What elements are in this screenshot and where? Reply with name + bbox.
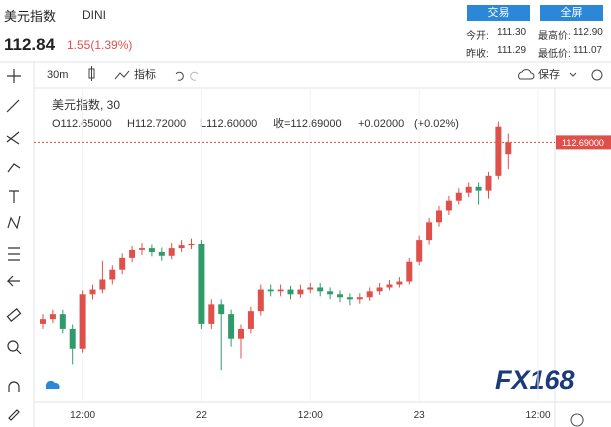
candle-body (337, 294, 343, 298)
candle-body (445, 200, 452, 211)
candle-body (356, 297, 363, 300)
x-tick-label: 12:00 (525, 410, 550, 421)
candle-body (79, 294, 86, 349)
candle-body (465, 186, 472, 193)
candle-body (158, 251, 165, 256)
legend-high: H112.72000 (127, 118, 186, 130)
candle-body (40, 319, 46, 324)
candle-body (228, 314, 235, 339)
candle-body (178, 245, 185, 249)
candle-body (396, 281, 403, 285)
title: 美元指数 (4, 9, 57, 24)
candle-body (346, 297, 353, 300)
save[interactable]: 保存 (538, 67, 560, 81)
legend-change: +0.02000 (358, 118, 404, 130)
candle-body (129, 249, 136, 258)
candle-body (119, 257, 126, 270)
candle-body (287, 289, 294, 295)
candle-body (416, 240, 423, 262)
candle-body (208, 304, 215, 324)
cloud-icon (46, 380, 60, 389)
candle-body (49, 314, 56, 320)
candle-body (495, 126, 502, 176)
sidebar-icons (6, 69, 22, 421)
candle-body (188, 243, 195, 246)
watermark: FX168 (495, 365, 575, 395)
toolbar-icons (88, 66, 603, 81)
candle-body (69, 328, 76, 349)
candle-body (455, 192, 462, 201)
candle-body (406, 261, 413, 282)
candle-body (386, 284, 393, 288)
candle-body (257, 289, 264, 312)
candle-body (376, 287, 383, 292)
candle-body (218, 304, 225, 315)
candle-body (505, 142, 512, 155)
settings-icon (570, 413, 584, 427)
candle-body (99, 279, 106, 290)
symbol: DINI (82, 8, 106, 22)
candle-body (297, 289, 304, 295)
candle-body (139, 248, 145, 250)
candle-body (366, 291, 373, 298)
candle-body (436, 210, 442, 223)
legend-close: 收=112.69000 (273, 116, 342, 130)
legend-low: L112.60000 (200, 118, 257, 130)
candle-body (198, 243, 205, 324)
candle-body (89, 289, 96, 295)
interval[interactable]: 30m (47, 69, 68, 81)
x-tick-label: 12:00 (298, 410, 323, 421)
trade-button[interactable]: 交易 (467, 5, 530, 21)
stat-label: 昨收: (466, 49, 489, 60)
candle-body (426, 222, 433, 241)
legend-name: 美元指数, 30 (52, 97, 120, 112)
candle-body (307, 287, 314, 290)
legend-open: O112.65000 (52, 118, 112, 130)
stat-value: 111.07 (573, 45, 603, 56)
last-price-box (556, 135, 611, 150)
candle-body (475, 186, 482, 191)
candle-body (148, 248, 155, 252)
candle-body (267, 289, 274, 292)
stat-value: 112.90 (573, 27, 603, 38)
fullscreen-button[interactable]: 全屏 (540, 5, 603, 21)
stat-label: 今开: (466, 31, 489, 42)
x-tick-label: 12:00 (70, 410, 95, 421)
candle-body (485, 175, 492, 191)
legend-change-pct: (+0.02%) (414, 118, 459, 130)
last-price-label: 112.69000 (562, 138, 604, 148)
stat-label: 最低价: (538, 49, 571, 60)
candle-body (327, 291, 334, 295)
stat-label: 最高价: (538, 31, 571, 42)
x-tick-label: 23 (414, 410, 426, 421)
candle-body (59, 314, 66, 329)
candle-body (277, 289, 284, 292)
candle-body (168, 248, 175, 256)
candle-body (238, 328, 244, 339)
candle-body (317, 287, 324, 292)
candle-body (247, 311, 254, 329)
stat-value: 111.29 (497, 45, 527, 56)
stat-value: 111.30 (497, 27, 527, 38)
indicators[interactable]: 指标 (134, 67, 156, 81)
x-tick-label: 22 (196, 410, 208, 421)
candle-body (109, 269, 116, 280)
change: 1.55(1.39%) (67, 38, 133, 52)
price: 112.84 (4, 35, 56, 54)
